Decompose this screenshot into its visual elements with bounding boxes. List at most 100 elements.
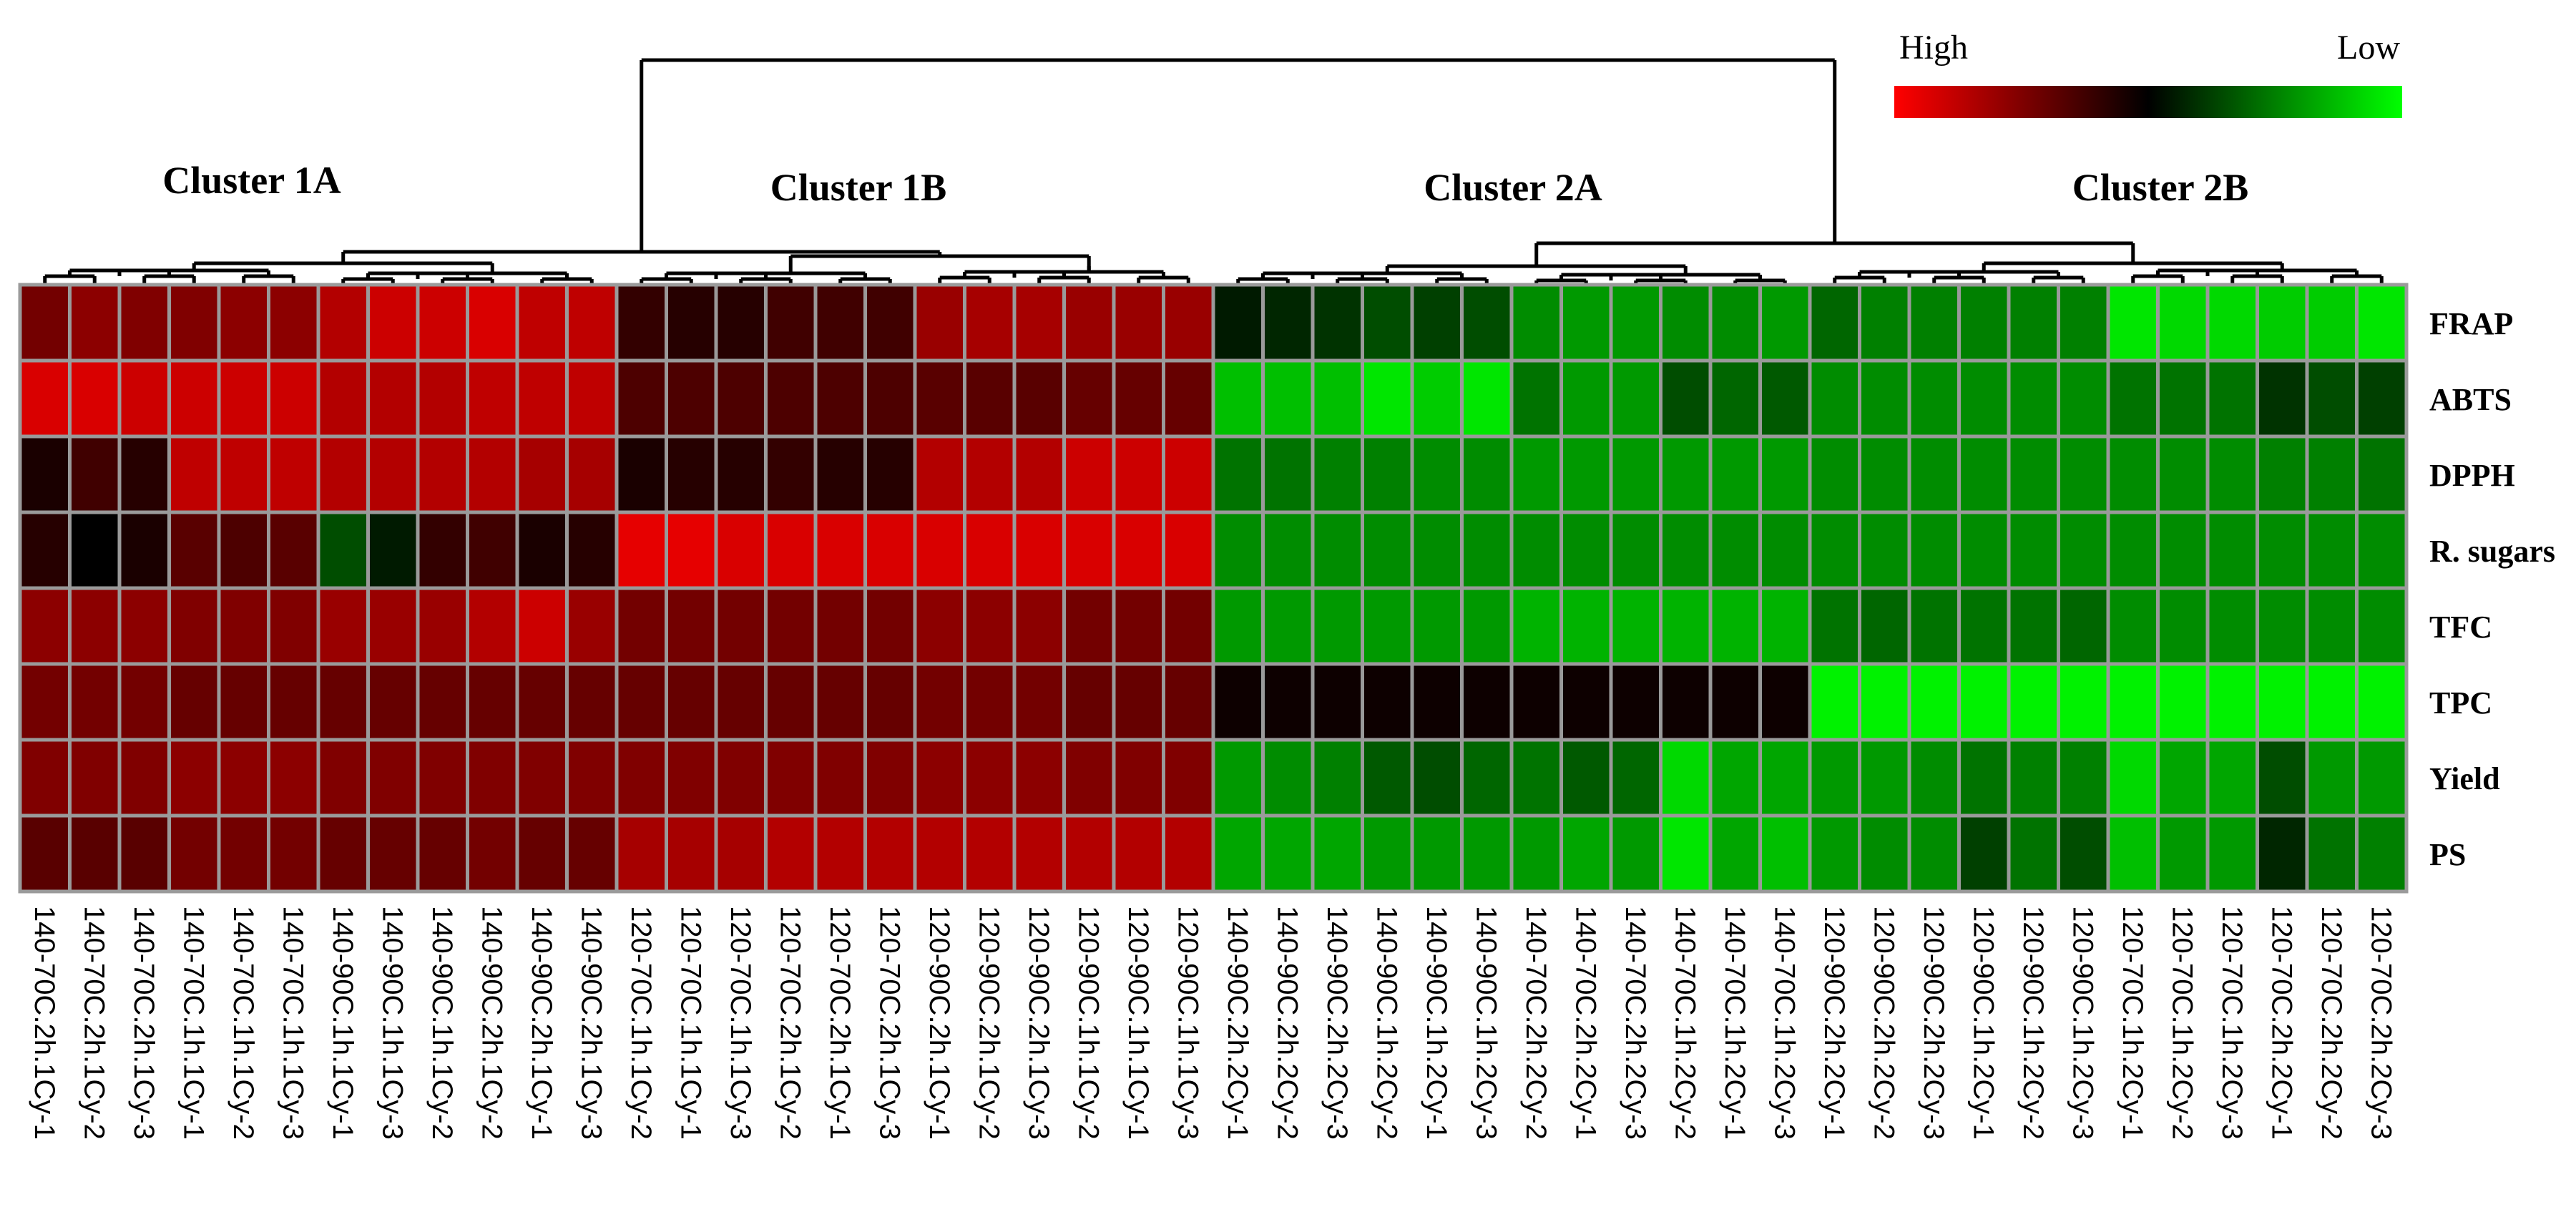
column-label: 120-70C.2h.1Cy-1	[824, 906, 856, 1140]
heatmap-cell	[2007, 510, 2060, 590]
heatmap-cell	[1907, 586, 1961, 666]
heatmap-cell	[466, 358, 519, 439]
heatmap-cell	[1708, 813, 1762, 894]
heatmap-cell	[764, 358, 818, 439]
heatmap-cell	[963, 813, 1017, 894]
heatmap-cell	[1211, 586, 1265, 666]
heatmap-cell	[963, 738, 1017, 818]
heatmap-cell	[117, 434, 171, 514]
heatmap-cell	[366, 434, 420, 514]
heatmap-cell	[1012, 813, 1066, 894]
heatmap-cell	[665, 434, 718, 514]
heatmap-cell	[1460, 586, 1514, 666]
heatmap-cell	[316, 283, 370, 363]
heatmap-cell	[2355, 738, 2409, 818]
heatmap-cell	[565, 283, 619, 363]
heatmap-cell	[1261, 434, 1315, 514]
heatmap-cell	[515, 510, 569, 590]
heatmap-cell	[2305, 813, 2359, 894]
heatmap-cell	[416, 586, 469, 666]
heatmap-cell	[614, 662, 668, 742]
heatmap-cell	[2156, 662, 2210, 742]
heatmap-cells	[18, 283, 2409, 894]
heatmap-cell	[1509, 283, 1563, 363]
heatmap-cell	[18, 283, 72, 363]
heatmap-cell	[1957, 738, 2011, 818]
heatmap-cell	[18, 586, 72, 666]
heatmap-cell	[1012, 586, 1066, 666]
heatmap-cell	[665, 662, 718, 742]
heatmap-cell	[2256, 434, 2309, 514]
heatmap-cell	[1609, 813, 1662, 894]
heatmap-cell	[1659, 510, 1713, 590]
heatmap-cell	[863, 434, 917, 514]
heatmap-cell	[2305, 586, 2359, 666]
heatmap-cell	[813, 510, 867, 590]
heatmap-cell	[2007, 813, 2060, 894]
heatmap-cell	[1659, 358, 1713, 439]
heatmap-cell	[1907, 358, 1961, 439]
heatmap-cell	[1957, 283, 2011, 363]
column-label: 140-70C.1h.1Cy-1	[177, 906, 209, 1140]
column-label: 120-90C.1h.2Cy-1	[1967, 906, 1999, 1140]
heatmap-cell	[963, 586, 1017, 666]
heatmap-cell	[2305, 510, 2359, 590]
heatmap-cell	[1509, 738, 1563, 818]
column-label: 120-70C.1h.2Cy-1	[2117, 906, 2148, 1140]
heatmap-cell	[117, 510, 171, 590]
heatmap-cell	[1808, 283, 1861, 363]
heatmap-cell	[1609, 434, 1662, 514]
heatmap-cell	[1211, 813, 1265, 894]
column-label: 140-90C.2h.2Cy-2	[1271, 906, 1303, 1140]
heatmap-cell	[714, 662, 768, 742]
heatmap-cell	[18, 662, 72, 742]
heatmap-cell	[1112, 738, 1165, 818]
heatmap-cell	[1509, 358, 1563, 439]
heatmap-cell	[1162, 813, 1215, 894]
heatmap-cell	[1708, 283, 1762, 363]
column-label: 120-70C.1h.2Cy-3	[2216, 906, 2248, 1140]
column-label: 140-90C.1h.2Cy-1	[1421, 906, 1452, 1140]
heatmap-cell	[167, 434, 221, 514]
heatmap-cell	[1758, 813, 1812, 894]
heatmap-cell	[117, 738, 171, 818]
heatmap-cell	[1659, 283, 1713, 363]
heatmap-cell	[1758, 510, 1812, 590]
heatmap-cell	[2057, 358, 2110, 439]
heatmap-cell	[1957, 358, 2011, 439]
heatmap-cell	[117, 358, 171, 439]
heatmap-cell	[1559, 358, 1613, 439]
heatmap-cell	[1311, 738, 1364, 818]
column-label: 120-90C.2h.1Cy-2	[973, 906, 1004, 1140]
heatmap-cell	[2256, 586, 2309, 666]
column-label: 120-70C.2h.2Cy-3	[2365, 906, 2396, 1140]
heatmap-cell	[1907, 510, 1961, 590]
heatmap-cell	[2106, 358, 2160, 439]
heatmap-cell	[68, 283, 122, 363]
heatmap-cell	[117, 586, 171, 666]
heatmap-cell	[1708, 586, 1762, 666]
heatmap-cell	[813, 813, 867, 894]
heatmap-cell	[1808, 434, 1861, 514]
column-label: 140-90C.2h.2Cy-3	[1321, 906, 1353, 1140]
heatmap-cell	[366, 283, 420, 363]
heatmap-cell	[665, 510, 718, 590]
heatmap-cell	[2256, 813, 2309, 894]
heatmap-cell	[2106, 662, 2160, 742]
heatmap-cell	[267, 434, 320, 514]
heatmap-cell	[1509, 434, 1563, 514]
heatmap-cell	[2106, 586, 2160, 666]
heatmap-cell	[1659, 434, 1713, 514]
heatmap-cell	[764, 434, 818, 514]
heatmap-cell	[1211, 434, 1265, 514]
heatmap-cell	[2305, 434, 2359, 514]
heatmap-cell	[714, 358, 768, 439]
column-label: 140-90C.1h.1Cy-2	[426, 906, 458, 1140]
heatmap-cell	[1808, 510, 1861, 590]
column-label: 120-70C.1h.2Cy-2	[2166, 906, 2198, 1140]
heatmap-cell	[963, 510, 1017, 590]
heatmap-cell	[1559, 662, 1613, 742]
heatmap-cell	[1211, 662, 1265, 742]
heatmap-cell	[2156, 358, 2210, 439]
heatmap-cell	[863, 662, 917, 742]
